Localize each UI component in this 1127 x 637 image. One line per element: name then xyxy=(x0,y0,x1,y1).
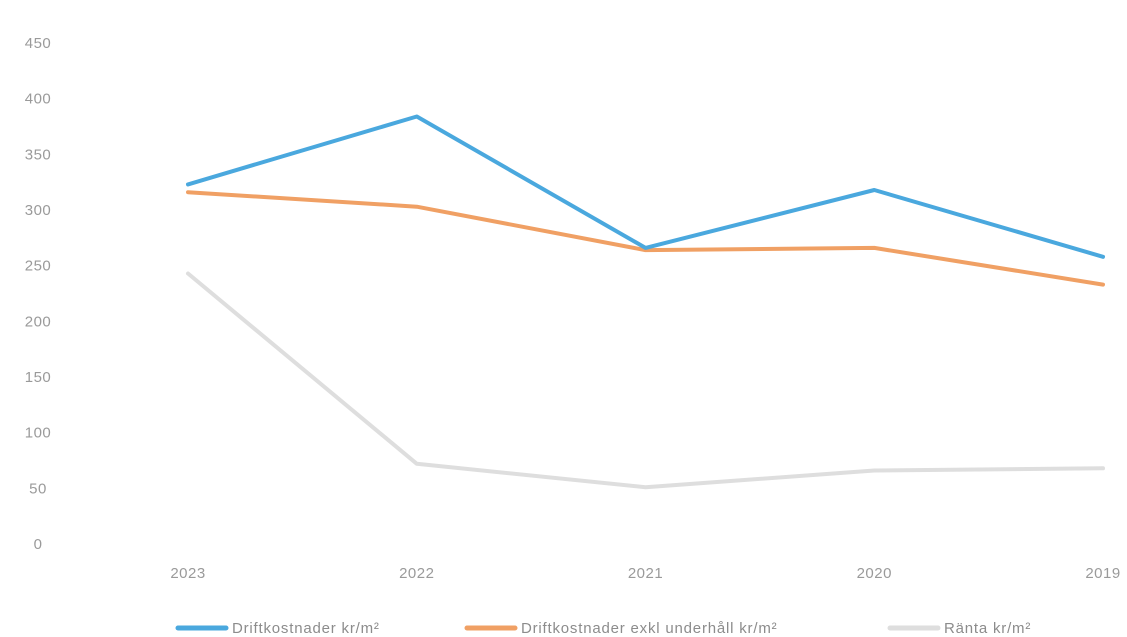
x-tick-label: 2019 xyxy=(1085,565,1120,582)
y-tick-label: 0 xyxy=(34,536,43,553)
x-tick-label: 2023 xyxy=(170,565,205,582)
legend: Driftkostnader kr/m² Driftkostnader exkl … xyxy=(175,620,1031,637)
legend-label: Ränta kr/m² xyxy=(944,620,1031,637)
y-tick-label: 400 xyxy=(25,91,52,108)
y-tick-label: 100 xyxy=(25,425,52,442)
y-tick-label: 200 xyxy=(25,313,52,330)
series-line-1 xyxy=(186,190,1105,287)
series-lines xyxy=(186,114,1105,490)
x-tick-label: 2022 xyxy=(399,565,434,582)
y-tick-label: 50 xyxy=(29,480,47,497)
x-axis-tick-labels: 2023 2022 2021 2020 2019 xyxy=(170,565,1120,582)
y-tick-label: 450 xyxy=(25,35,52,52)
x-tick-label: 2020 xyxy=(857,565,892,582)
series-line-0 xyxy=(186,114,1105,259)
y-tick-label: 350 xyxy=(25,146,52,163)
legend-label: Driftkostnader kr/m² xyxy=(232,620,380,637)
series-line-2 xyxy=(186,271,1105,490)
legend-label: Driftkostnader exkl underhåll kr/m² xyxy=(521,620,777,637)
y-tick-label: 150 xyxy=(25,369,52,386)
y-tick-label: 250 xyxy=(25,258,52,275)
y-tick-label: 300 xyxy=(25,202,52,219)
y-axis-tick-labels: 0 50 100 150 200 250 300 350 400 450 xyxy=(25,35,52,553)
x-tick-label: 2021 xyxy=(628,565,663,582)
